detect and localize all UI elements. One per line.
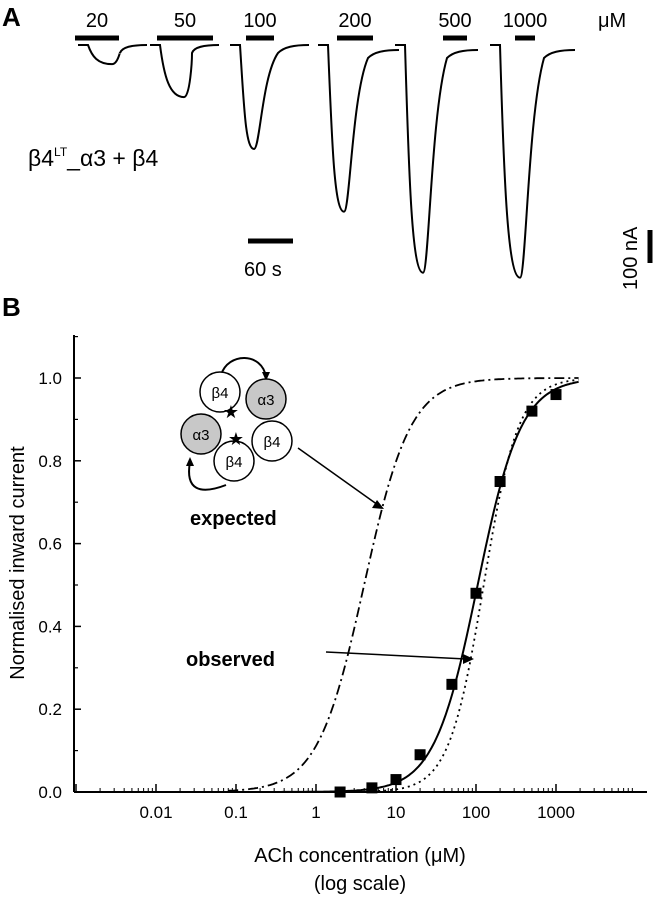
- current-trace: [78, 44, 148, 66]
- data-point: [494, 476, 506, 487]
- data-point: [526, 405, 538, 417]
- subunit-label: α3: [257, 392, 274, 409]
- subunit-label: β4: [212, 385, 229, 402]
- panel-label-b: B: [2, 292, 21, 322]
- data-point: [366, 782, 378, 794]
- current-trace: [318, 44, 400, 213]
- data-point: [470, 587, 482, 599]
- observed-arrowhead: [463, 654, 474, 664]
- fit-curve-solid: [228, 380, 579, 793]
- subunit-label: β4: [264, 434, 281, 451]
- y-axis-label: Normalised inward current: [7, 446, 29, 680]
- expected-arrowhead: [372, 500, 384, 509]
- dose-response-plot: 0.0 0.2 0.4 0.6 0.8 1.0 0.01 0.1 1 10 100 1000: [38, 335, 647, 822]
- receptor-subunit-diagram: β4 α3 α3 β4 β4 ★ ★: [180, 357, 293, 491]
- current-trace: [395, 44, 479, 274]
- concentration-label: 20: [86, 10, 108, 32]
- current-traces-panel: 20 50 100 200 500 1000: [75, 10, 576, 279]
- data-point: [334, 786, 346, 798]
- y-tick-label: 0.4: [38, 617, 62, 636]
- concentration-label: 200: [338, 10, 371, 32]
- y-tick-label: 0.6: [38, 535, 62, 554]
- concentration-label: 1000: [503, 10, 548, 32]
- time-scale-label: 60 s: [244, 259, 282, 281]
- current-trace: [150, 44, 220, 99]
- x-tick-label: 0.1: [224, 803, 248, 822]
- panel-label-a: A: [2, 2, 21, 32]
- concentration-label: 500: [438, 10, 471, 32]
- fit-curve-dotted: [228, 378, 579, 793]
- y-tick-label: 1.0: [38, 369, 62, 388]
- binding-site-star-icon: ★: [223, 402, 239, 422]
- concentration-label: 100: [243, 10, 276, 32]
- expected-label: expected: [190, 508, 277, 530]
- unit-label: μM: [598, 10, 626, 32]
- current-trace: [490, 44, 576, 279]
- observed-label: observed: [186, 649, 275, 671]
- x-axis-label: ACh concentration (μM): [254, 845, 466, 867]
- x-tick-label: 100: [462, 803, 490, 822]
- construct-label: β4LT_α3 + β4: [28, 145, 158, 171]
- x-tick-label: 1000: [537, 803, 575, 822]
- data-point: [414, 749, 426, 761]
- subunit-label: α3: [192, 427, 209, 444]
- current-scale-label: 100 nA: [620, 226, 642, 290]
- binding-site-star-icon: ★: [228, 429, 244, 449]
- y-tick-label: 0.2: [38, 700, 62, 719]
- expected-arrow: [297, 447, 379, 506]
- observed-arrow: [325, 651, 467, 660]
- data-point: [446, 678, 458, 690]
- concentration-label: 50: [174, 10, 196, 32]
- x-axis-sublabel: (log scale): [314, 873, 406, 895]
- x-tick-label: 10: [387, 803, 406, 822]
- x-tick-label: 1: [311, 803, 320, 822]
- y-tick-label: 0.0: [38, 783, 62, 802]
- data-point: [390, 774, 402, 786]
- current-trace: [230, 44, 310, 150]
- subunit-label: β4: [226, 454, 243, 471]
- y-tick-label: 0.8: [38, 452, 62, 471]
- fit-curve-dash-dot: [228, 377, 579, 792]
- data-point: [550, 389, 562, 401]
- x-tick-label: 0.01: [139, 803, 172, 822]
